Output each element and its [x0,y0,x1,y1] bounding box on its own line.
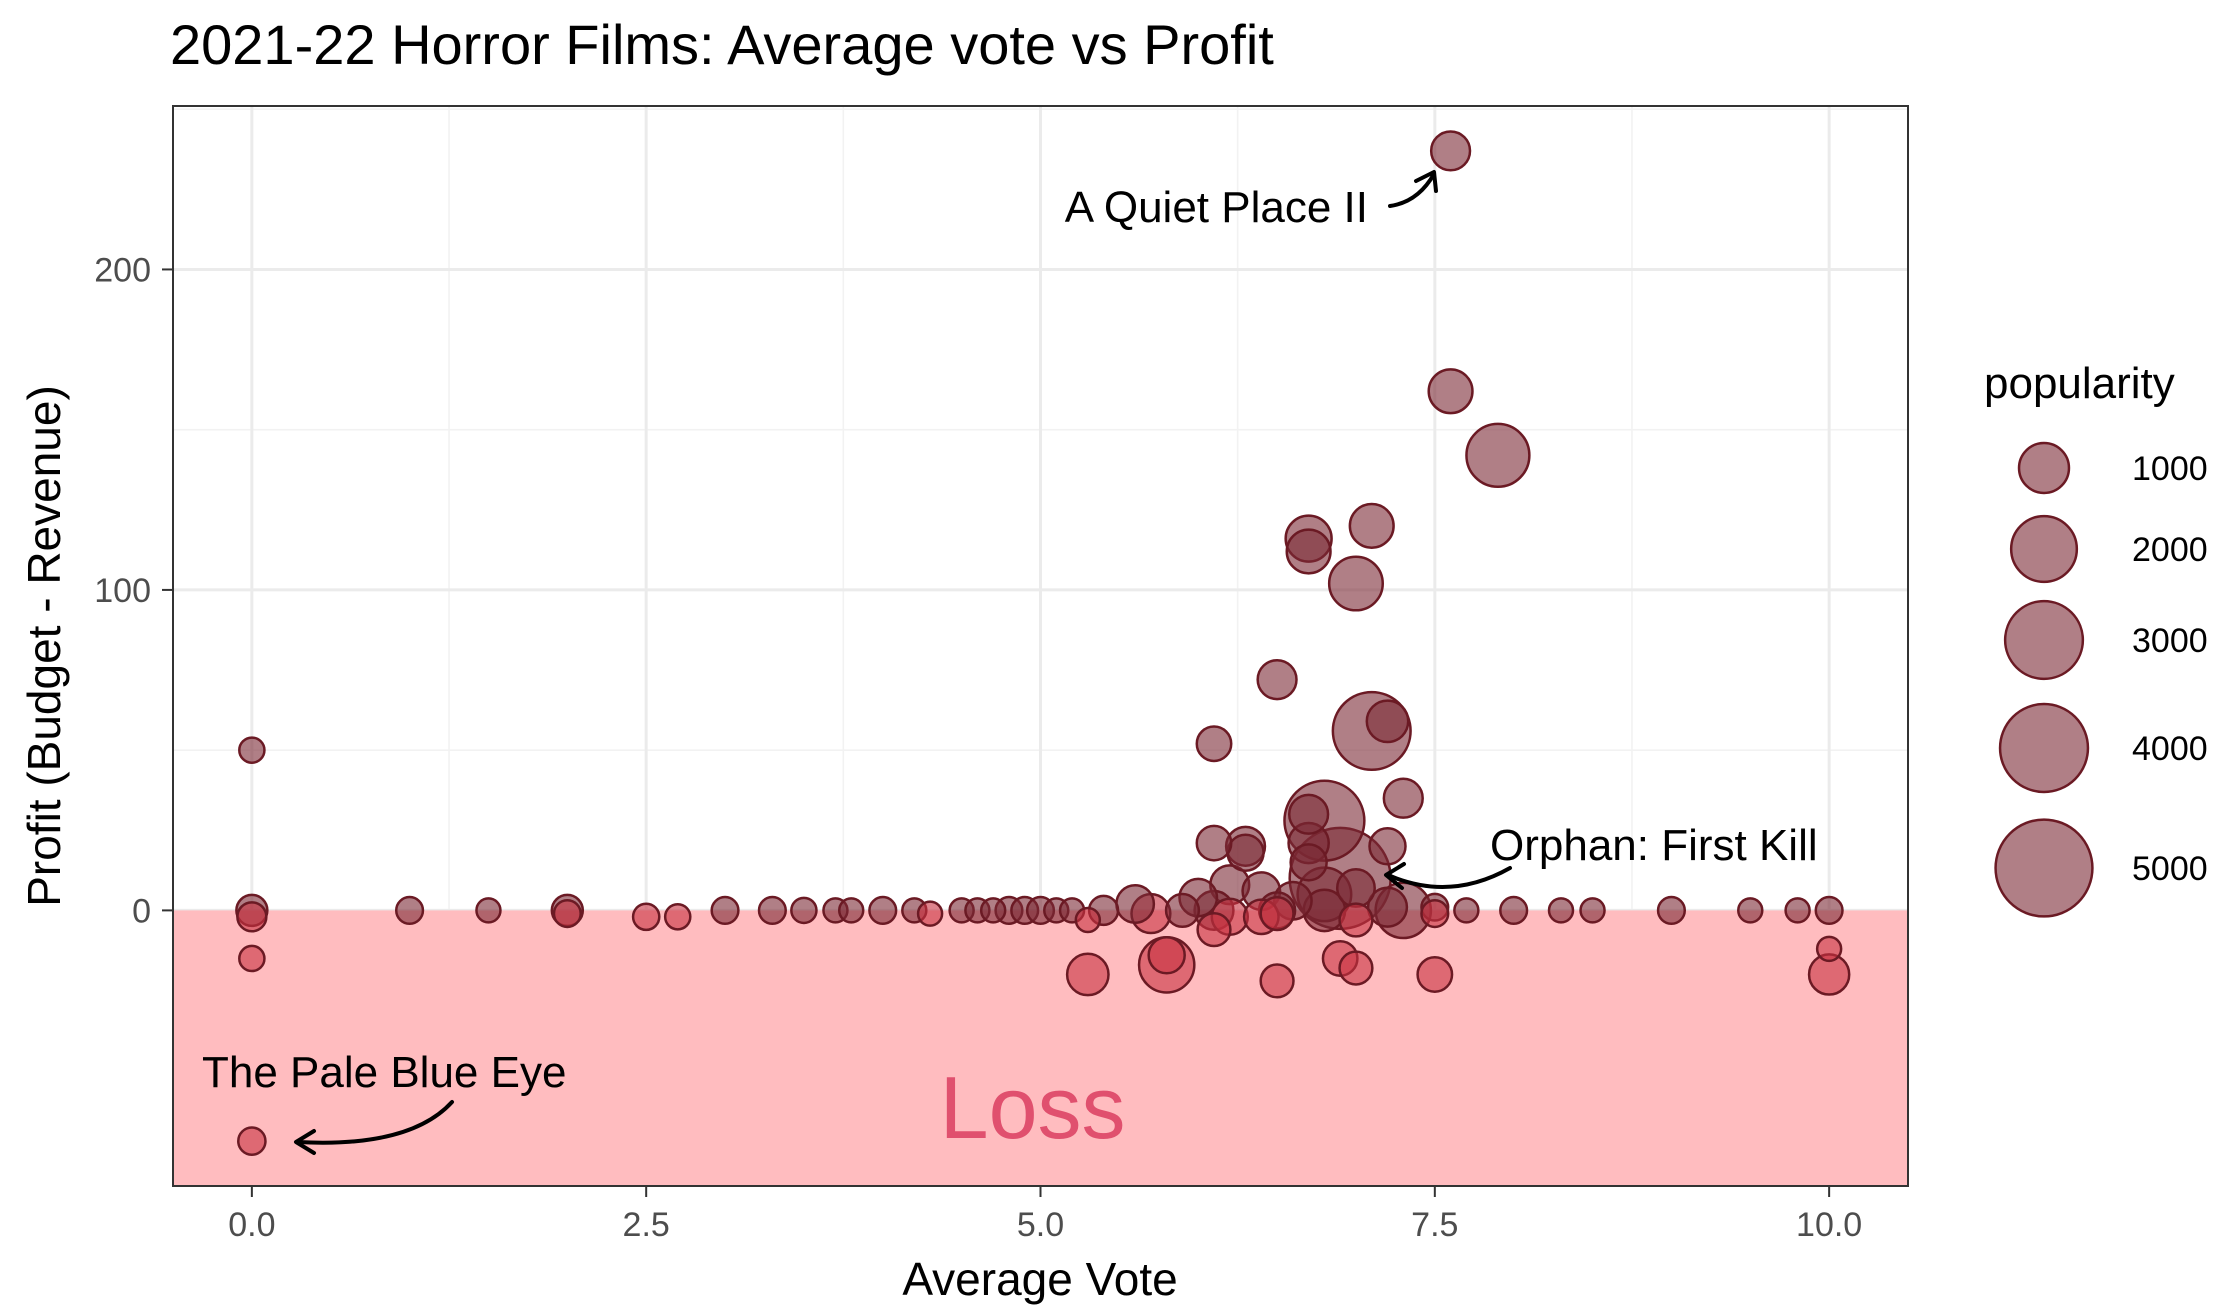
data-point [1547,897,1575,924]
data-point [790,896,818,925]
annotation-arrow-orphan-first-kill [1386,866,1512,889]
data-point [1737,897,1764,924]
data-point [1335,867,1376,908]
legend-label: 5000 [2132,850,2208,888]
data-point [1115,884,1156,924]
data-point [1427,368,1474,415]
data-point [1226,833,1265,872]
data-point [1416,956,1454,993]
data-point [1195,725,1233,763]
data-point [1368,827,1407,866]
data-point [1784,897,1811,924]
data-point [631,902,661,932]
annotation-arrow-the-pale-blue-eye [296,1100,454,1145]
annotation-label-a-quiet-place-ii: A Quiet Place II [1065,183,1368,232]
data-point [1147,936,1186,975]
annotations: A Quiet Place II Orphan: First Kill The … [202,170,1818,1155]
x-tick-label: 5.0 [1017,1206,1064,1244]
data-point [1453,897,1480,924]
loss-region [173,910,1908,1186]
data-point [552,898,582,929]
data-point [663,902,692,931]
data-point [1259,895,1295,932]
data-point [394,895,425,925]
data-point [1429,130,1472,172]
legend-key [2017,441,2071,495]
plot-panel: Loss A Quiet Place II Orphan: First Kill… [172,105,1909,1187]
chart-title: 2021-22 Horror Films: Average vote vs Pr… [170,13,1274,76]
legend-key [1994,818,2094,918]
data-point [1499,895,1529,925]
loss-label: Loss [940,1058,1126,1157]
legend-key [1998,702,2090,794]
y-axis: 0 100 200 [94,251,173,930]
y-tick-label: 100 [94,572,151,610]
data-point [1259,963,1295,999]
data-point [1327,555,1384,612]
annotation-arrow-a-quiet-place-ii [1388,172,1436,208]
data-point [236,901,268,933]
data-point [1656,895,1687,925]
data-point [237,1126,267,1156]
legend-key [2003,599,2085,681]
data-point [1420,898,1450,929]
legend-label: 1000 [2132,450,2208,488]
legend-items: 1000 2000 3000 4000 5000 [1994,441,2208,918]
data-point [837,897,865,924]
data-point [1382,777,1424,819]
data-point [1814,895,1844,925]
data-point [1289,843,1328,882]
legend-label: 2000 [2132,531,2208,569]
data-point [1815,935,1843,963]
x-tick-label: 0.0 [228,1206,275,1244]
data-point [1365,699,1410,744]
data-point [1338,950,1374,986]
x-axis-title: Average Vote [902,1253,1177,1305]
y-tick-label: 200 [94,251,151,289]
data-point [1065,952,1110,997]
data-point [238,736,266,764]
data-point [868,895,898,925]
annotation-arrowhead-a-quiet-place-ii [1414,170,1438,193]
legend-key [2009,514,2079,584]
data-point [1579,897,1606,924]
data-point [710,895,740,925]
data-point [238,944,266,973]
legend-title: popularity [1984,359,2175,408]
legend-label: 3000 [2132,622,2208,660]
data-point [1348,502,1395,549]
data-point [1366,886,1409,928]
legend-label: 4000 [2132,730,2208,768]
data-point [1338,902,1374,938]
x-tick-label: 7.5 [1411,1206,1458,1244]
data-point [1074,906,1102,934]
size-legend: popularity 1000 2000 3000 4000 5000 [1984,359,2208,918]
data-point [475,897,502,924]
annotation-arrowhead-orphan-first-kill [1384,862,1406,890]
data-point [1256,658,1298,701]
annotation-arrowhead-the-pale-blue-eye [294,1129,316,1155]
x-tick-label: 2.5 [623,1206,670,1244]
data-point [979,897,1007,924]
x-axis: 0.0 2.5 5.0 7.5 10.0 [228,1186,1862,1244]
y-axis-title: Profit (Budget - Revenue) [18,385,70,907]
data-point [1196,911,1232,948]
data-point [1285,528,1332,575]
data-point [1465,422,1531,489]
y-tick-label: 0 [132,892,151,930]
data-point [1164,892,1201,929]
data-point [1287,793,1330,835]
data-points [235,130,1851,1156]
annotation-label-the-pale-blue-eye: The Pale Blue Eye [202,1048,566,1097]
data-point [757,895,787,925]
data-point [1195,824,1233,862]
annotation-label-orphan-first-kill: Orphan: First Kill [1490,821,1818,870]
x-tick-label: 10.0 [1796,1206,1862,1244]
data-point [916,900,944,927]
